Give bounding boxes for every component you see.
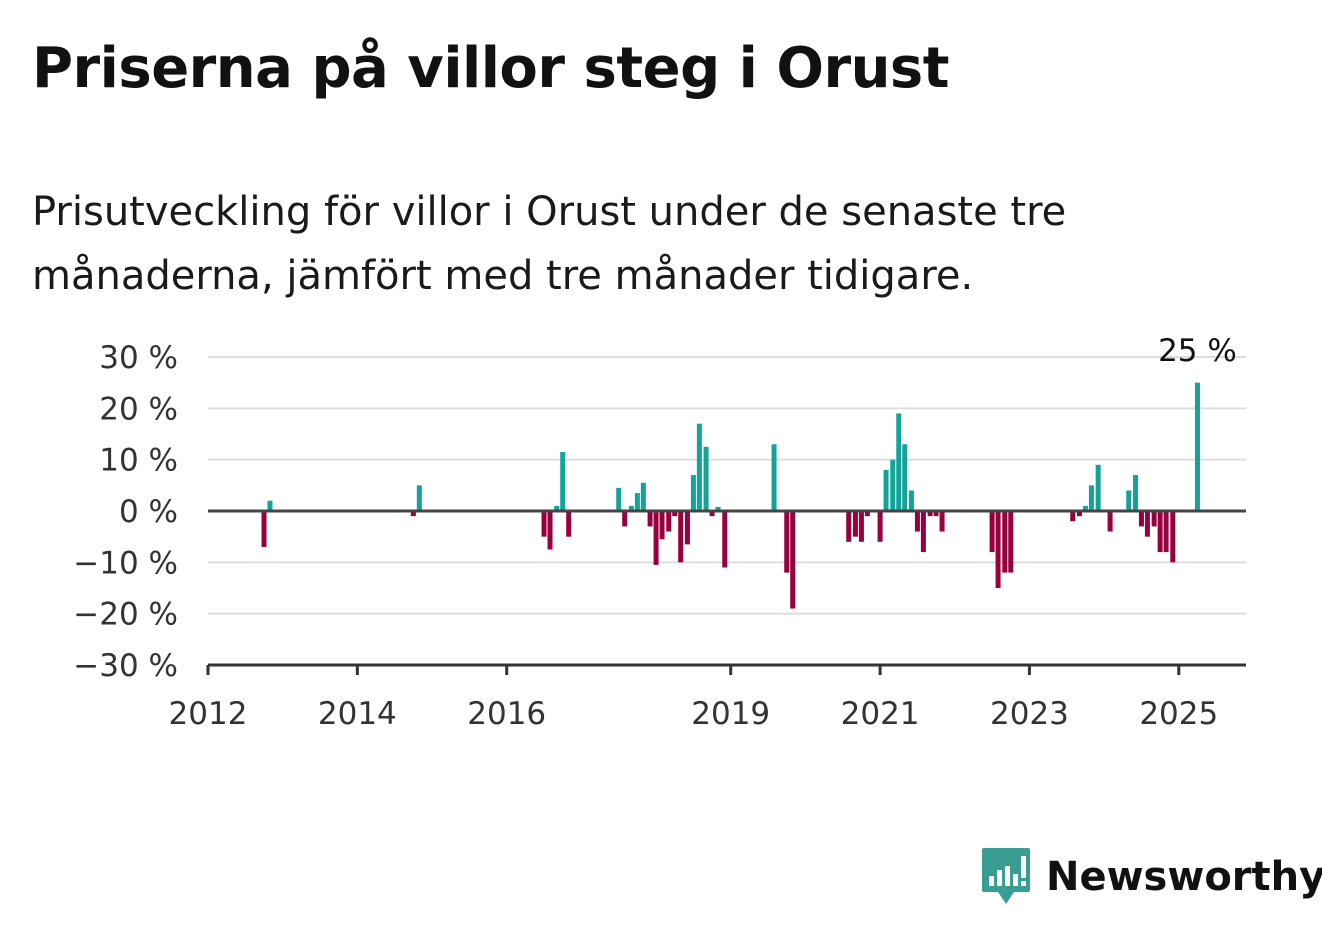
x-tick-label: 2019: [691, 696, 770, 732]
bar: [1194, 382, 1200, 511]
bar: [790, 511, 796, 609]
tick-labels: 30 % 20 % 10 % 0 % −10 % −20 % −30 % 2012 2014 20…: [73, 333, 1237, 732]
bar: [678, 511, 684, 563]
bar: [846, 511, 852, 542]
bar: [653, 511, 659, 565]
bar: [1107, 511, 1113, 532]
brand-name: Newsworthy: [1046, 854, 1322, 900]
bar: [647, 511, 653, 527]
y-tick-label: −10 %: [73, 545, 178, 581]
bar: [914, 511, 920, 532]
bar: [622, 511, 628, 527]
bar: [722, 511, 728, 568]
bar: [864, 511, 870, 517]
bar: [920, 511, 926, 553]
y-tick-label: −30 %: [73, 648, 178, 684]
bar: [659, 511, 665, 540]
bar-chart: 30 % 20 % 10 % 0 % −10 % −20 % −30 % 2012 2014 20…: [73, 333, 1246, 732]
bar: [989, 511, 995, 553]
bar: [416, 485, 422, 511]
x-tick-label: 2014: [318, 696, 397, 732]
y-tick-label: 0 %: [119, 494, 178, 530]
bar: [933, 511, 939, 517]
bar: [690, 475, 696, 511]
bars: [261, 382, 1200, 609]
bar: [541, 511, 547, 537]
bar: [672, 511, 678, 517]
bar: [684, 511, 690, 545]
bar: [1008, 511, 1014, 573]
bar: [1070, 511, 1076, 522]
bar: [666, 511, 672, 532]
bar: [1076, 511, 1082, 517]
bar: [616, 487, 622, 511]
bar: [1144, 511, 1150, 537]
bar: [1095, 464, 1101, 511]
bar: [640, 482, 646, 511]
bar: [890, 459, 896, 511]
chart-title: Priserna på villor steg i Orust: [32, 36, 950, 101]
bar: [1138, 511, 1144, 527]
bar: [1088, 485, 1094, 511]
peak-value-label: 25 %: [1158, 333, 1237, 369]
bar: [1126, 490, 1132, 511]
bar: [902, 444, 908, 511]
bar: [784, 511, 790, 573]
bar: [1157, 511, 1163, 553]
bar: [939, 511, 945, 532]
chart-subtitle: Prisutveckling för villor i Orust under …: [32, 189, 1067, 299]
bar: [554, 505, 560, 511]
bar: [1082, 505, 1088, 511]
x-tick-label: 2023: [990, 696, 1069, 732]
bar: [547, 511, 553, 550]
bar: [1002, 511, 1008, 573]
bar: [896, 413, 902, 511]
y-tick-label: −20 %: [73, 597, 178, 633]
axes: [206, 509, 1246, 675]
bar: [883, 469, 889, 511]
x-tick-label: 2025: [1139, 696, 1218, 732]
bar: [877, 511, 883, 542]
bar: [858, 511, 864, 542]
bar: [1170, 511, 1176, 563]
bar: [1132, 475, 1138, 511]
bar: [852, 511, 858, 537]
bar: [560, 451, 566, 511]
x-tick-label: 2021: [841, 696, 920, 732]
bar: [634, 493, 640, 511]
bar: [709, 511, 715, 517]
bar: [1151, 511, 1157, 527]
bar: [927, 511, 933, 517]
x-tick-label: 2012: [169, 696, 248, 732]
bar: [908, 490, 914, 511]
bar: [771, 444, 777, 511]
y-tick-label: 30 %: [99, 340, 178, 376]
bar: [703, 446, 709, 511]
bar: [261, 511, 267, 547]
y-tick-label: 10 %: [99, 443, 178, 479]
bar: [995, 511, 1001, 588]
bar: [715, 506, 721, 511]
newsworthy-logo-icon: [982, 848, 1030, 904]
bar: [267, 500, 273, 511]
brand-logo: Newsworthy: [980, 846, 1322, 908]
bar: [566, 511, 572, 537]
bar: [696, 423, 702, 511]
bar: [628, 505, 634, 511]
bar: [410, 511, 416, 517]
x-tick-label: 2016: [467, 696, 546, 732]
bar: [1163, 511, 1169, 553]
y-tick-label: 20 %: [99, 391, 178, 427]
